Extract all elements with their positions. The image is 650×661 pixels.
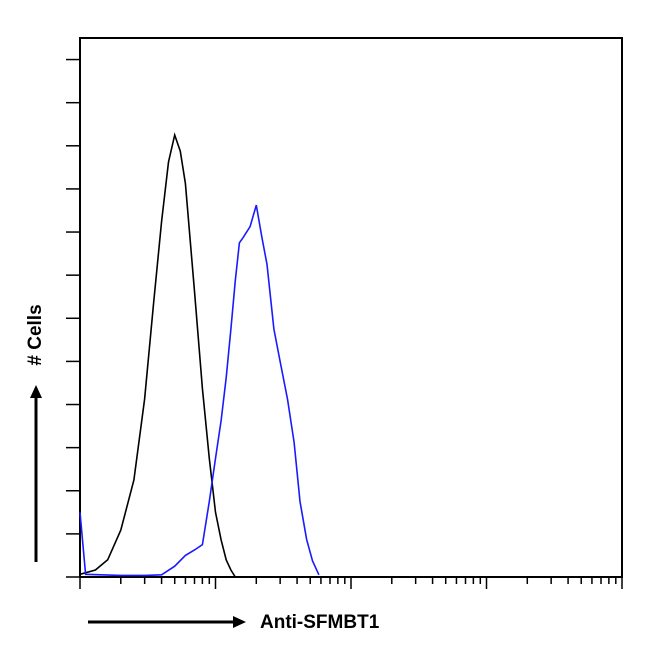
y-axis-label: # Cells — [25, 304, 46, 365]
x-axis-label: Anti-SFMBT1 — [260, 612, 380, 633]
y-arrow-head — [30, 385, 42, 398]
histogram-line — [79, 204, 320, 577]
plot-frame — [79, 37, 623, 578]
histogram-line — [79, 132, 236, 578]
x-arrow-head — [233, 616, 246, 628]
